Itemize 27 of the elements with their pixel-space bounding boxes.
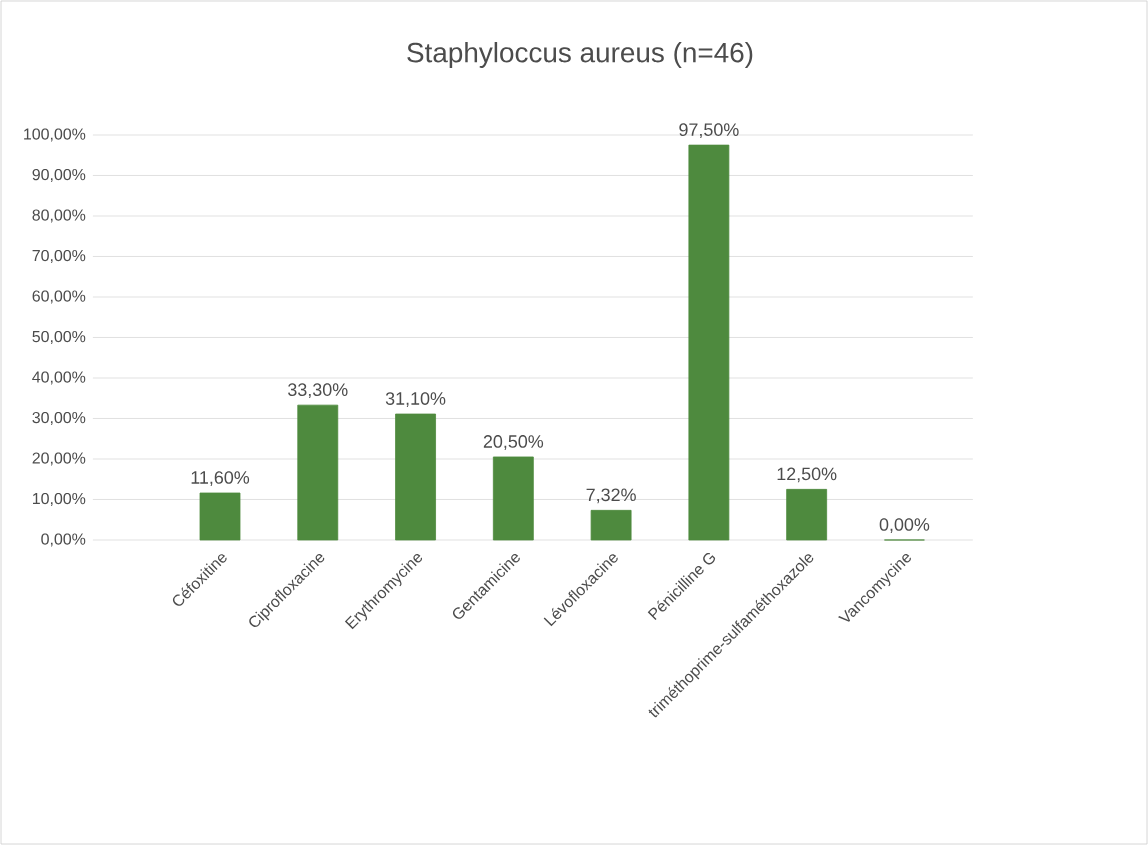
data-label: 97,50% [679, 123, 739, 139]
data-label: 0,00% [879, 518, 930, 533]
bar [590, 509, 632, 541]
data-label: 11,60% [191, 471, 250, 486]
data-label: 7,32% [586, 488, 636, 504]
y-tick-label: 10,00% [33, 492, 86, 507]
bar [297, 404, 339, 541]
y-tick-label: 90,00% [32, 168, 86, 183]
bar [199, 492, 241, 541]
y-tick-label: 60,00% [32, 290, 86, 304]
bar [492, 456, 534, 541]
y-tick-label: 30,00% [32, 411, 86, 426]
data-label: 33,30% [288, 383, 348, 399]
chart-title: Staphyloccus aureus (n=46) [407, 41, 753, 68]
y-tick-label: 80,00% [32, 209, 86, 223]
y-tick-label: 20,00% [32, 452, 86, 466]
y-tick-label: 0,00% [41, 533, 86, 547]
bar [688, 144, 730, 541]
bar [786, 488, 828, 541]
y-tick-label: 40,00% [32, 371, 86, 385]
y-tick-label: 100,00% [24, 128, 86, 142]
y-tick-label: 50,00% [32, 330, 86, 345]
data-label: 20,50% [483, 435, 544, 450]
data-label: 12,50% [777, 467, 837, 483]
bar [395, 413, 436, 541]
y-tick-label: 70,00% [32, 249, 86, 264]
data-label: 31,10% [385, 392, 446, 407]
